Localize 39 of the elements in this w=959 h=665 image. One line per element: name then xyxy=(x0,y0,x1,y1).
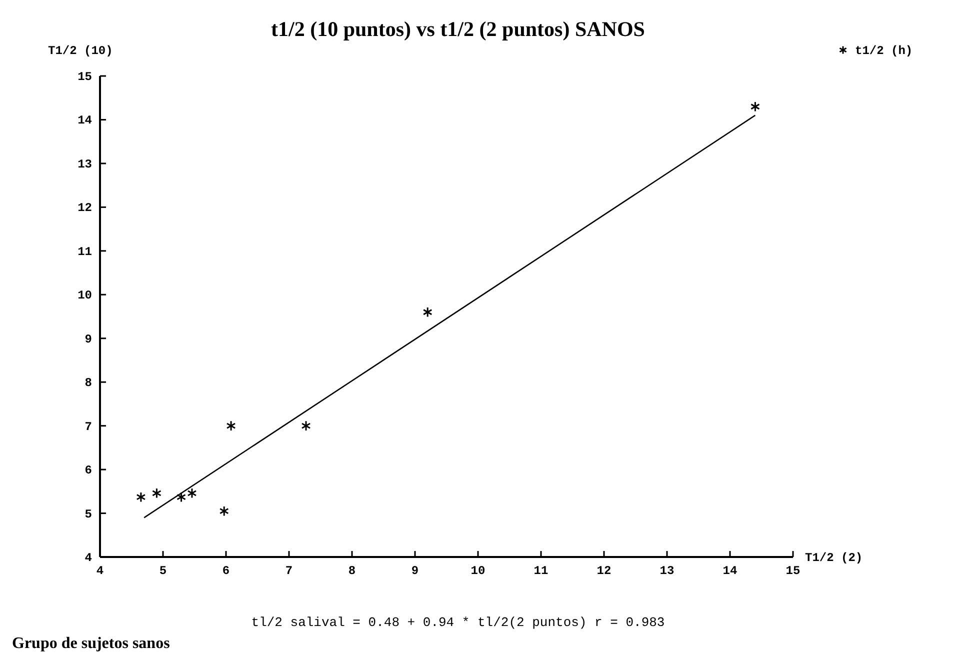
y-tick-label: 11 xyxy=(78,244,92,259)
point xyxy=(176,492,186,502)
point xyxy=(136,492,146,502)
y-tick-label: 10 xyxy=(78,288,92,303)
y-axis-title: T1/2 (10) xyxy=(48,44,113,58)
point xyxy=(750,101,760,112)
x-axis-title: T1/2 (2) xyxy=(805,551,863,565)
x-tick-label: 9 xyxy=(411,564,419,578)
x-tick-label: 12 xyxy=(596,564,612,578)
y-tick-label: 13 xyxy=(78,157,92,172)
x-tick-label: 7 xyxy=(285,564,293,578)
x-tick-label: 5 xyxy=(159,564,167,578)
chart-title: t1/2 (10 puntos) vs t1/2 (2 puntos) SANOS xyxy=(271,17,645,41)
text: tl/2 salival = 0.48 + 0.94 * tl/2(2 puntos) r = 0.983 xyxy=(251,615,665,630)
y-tick-label: 4 xyxy=(84,551,92,565)
x-tick-label: 11 xyxy=(534,564,548,578)
point xyxy=(301,420,311,432)
y-tick-label: 7 xyxy=(84,420,92,434)
x-tick-label: 8 xyxy=(348,564,356,578)
point xyxy=(226,420,236,432)
point xyxy=(219,506,229,516)
x-tick-label: 10 xyxy=(470,564,486,578)
y-tick-label: 5 xyxy=(84,507,92,522)
y-tick-label: 14 xyxy=(78,114,92,128)
y-tick-label: 12 xyxy=(78,201,92,216)
point xyxy=(152,488,162,499)
y-tick-label: 8 xyxy=(84,376,92,390)
point xyxy=(187,488,197,499)
text: Grupo de sujetos sanos xyxy=(12,635,170,652)
x-tick-label: 15 xyxy=(786,564,800,578)
x-tick-label: 4 xyxy=(96,564,104,578)
legend-label: t1/2 (h) xyxy=(855,44,913,58)
y-tick-label: 6 xyxy=(84,464,92,478)
y-tick-label: 15 xyxy=(78,70,92,84)
x-tick-label: 6 xyxy=(222,564,230,578)
point xyxy=(422,306,432,318)
x-tick-label: 14 xyxy=(722,564,738,578)
x-tick-label: 13 xyxy=(660,564,674,578)
y-tick-label: 9 xyxy=(84,332,92,346)
